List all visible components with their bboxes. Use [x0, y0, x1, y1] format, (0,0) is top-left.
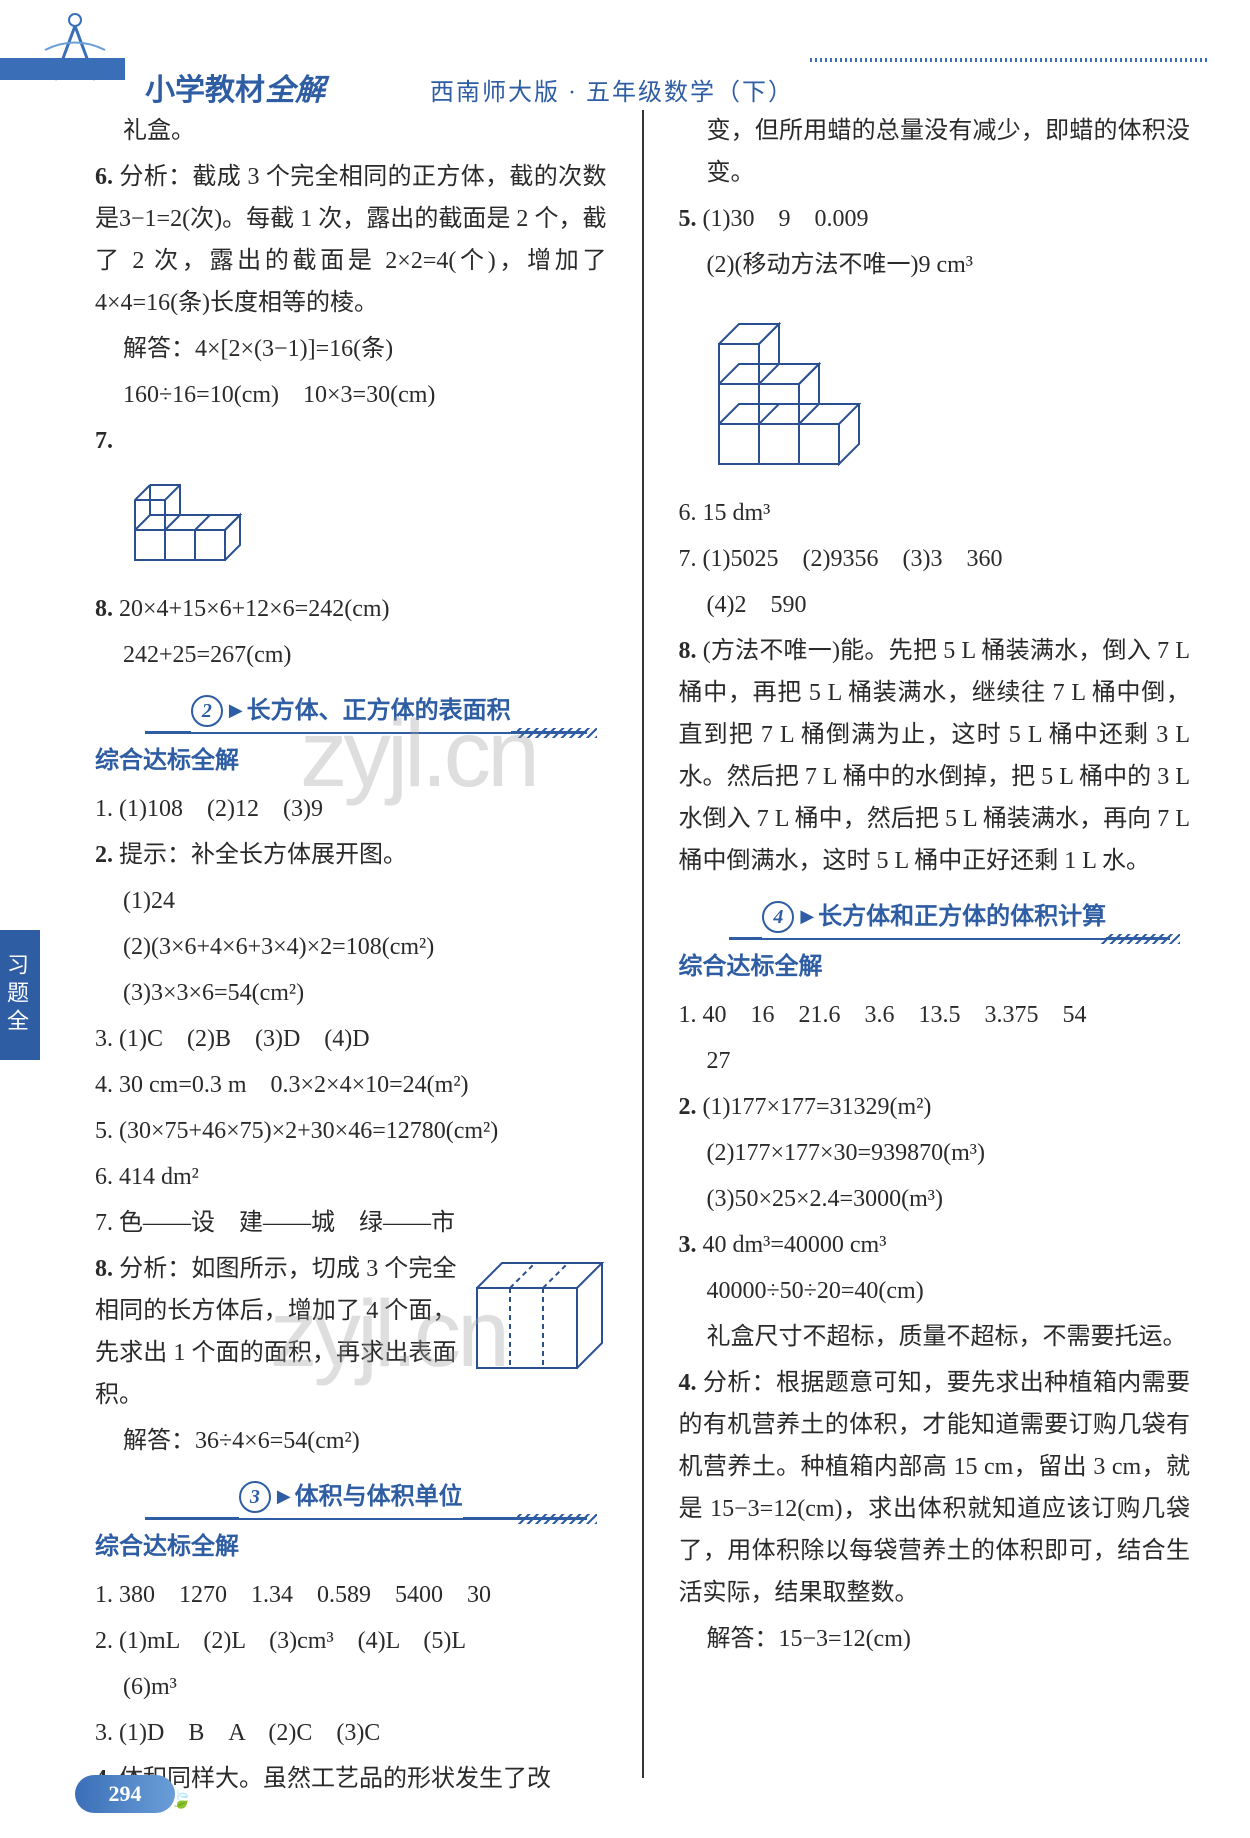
s2-p1: 1. (1)108 (2)12 (3)9 [95, 788, 607, 830]
s4-p3-l2: 40000÷50÷20=40(cm) [679, 1270, 1191, 1312]
left-column: 礼盒。 6. 分析：截成 3 个完全相同的正方体，截的次数是3−1=2(次)。每… [95, 110, 607, 1778]
subsection-title: 综合达标全解 [95, 740, 607, 782]
s2-p4: 4. 30 cm=0.3 m 0.3×2×4×10=24(m²) [95, 1064, 607, 1106]
problem-text: 提示：补全长方体展开图。 [119, 842, 407, 868]
s4-p1-l2: 27 [679, 1040, 1191, 1082]
problem-num: 8. [95, 1256, 113, 1282]
problem-num: 3. [679, 1232, 697, 1258]
section-2-header: 2 ▶ 长方体、正方体的表面积 [95, 690, 607, 732]
section-title: 长方体、正方体的表面积 [247, 690, 511, 732]
problem-num: 8. [95, 596, 113, 622]
page-number: 294 [75, 1775, 175, 1813]
s3-p1: 1. 380 1270 1.34 0.589 5400 30 [95, 1574, 607, 1616]
section-hatch [1100, 934, 1180, 944]
r-p6: 6. 15 dm³ [679, 492, 1191, 534]
problem-7: 7. [95, 420, 607, 462]
problem-text: 40 dm³=40000 cm³ [703, 1232, 887, 1258]
problem-6-ans1: 解答：4×[2×(3−1)]=16(条) [95, 328, 607, 370]
section-hatch [517, 728, 597, 738]
s4-p2-2: (2)177×177×30=939870(m³) [679, 1132, 1191, 1174]
s4-p3-l3: 礼盒尺寸不超标，质量不超标，不需要托运。 [679, 1316, 1191, 1358]
book-title-accent: 全解 [265, 74, 325, 107]
section-3-header: 3 ▶ 体积与体积单位 [95, 1476, 607, 1518]
page-header: 小学教材全解 西南师大版 · 五年级数学（下） [0, 0, 1250, 100]
s3-p2-l1: 2. (1)mL (2)L (3)cm³ (4)L (5)L [95, 1620, 607, 1662]
s4-p3: 3. 40 dm³=40000 cm³ [679, 1224, 1191, 1266]
r-p8: 8. (方法不唯一)能。先把 5 L 桶装满水，倒入 7 L 桶中，再把 5 L… [679, 630, 1191, 882]
s4-p4: 4. 分析：根据题意可知，要先求出种植箱内需要的有机营养土的体积，才能知道需要订… [679, 1362, 1191, 1614]
subsection-title: 综合达标全解 [95, 1526, 607, 1568]
s3-p2-l2: (6)m³ [95, 1666, 607, 1708]
section-title: 长方体和正方体的体积计算 [818, 896, 1106, 938]
cuboid-cut-icon [467, 1248, 607, 1378]
subsection-title: 综合达标全解 [679, 946, 1191, 988]
problem-num: 4. [679, 1370, 697, 1396]
problem-num: 2. [95, 842, 113, 868]
problem-text: (方法不唯一)能。先把 5 L 桶装满水，倒入 7 L 桶中，再把 5 L 桶装… [679, 638, 1191, 874]
right-column: 变，但所用蜡的总量没有减少，即蜡的体积没变。 5. (1)30 9 0.009 … [679, 110, 1191, 1778]
book-title: 小学教材全解 [145, 65, 325, 109]
problem-text: 分析：如图所示，切成 3 个完全相同的长方体后，增加了 4 个面，先求出 1 个… [95, 1256, 457, 1408]
s4-p1-l1: 1. 40 16 21.6 3.6 13.5 3.375 54 [679, 994, 1191, 1036]
section-arrow-icon: ▶ [229, 695, 243, 727]
problem-text: 分析：截成 3 个完全相同的正方体，截的次数是3−1=2(次)。每截 1 次，露… [95, 164, 607, 316]
problem-text: 20×4+15×6+12×6=242(cm) [119, 596, 390, 622]
s2-p2-3: (3)3×3×6=54(cm²) [95, 972, 607, 1014]
r-p5-l2: (2)(移动方法不唯一)9 cm³ [679, 244, 1191, 286]
s4-p2: 2. (1)177×177=31329(m²) [679, 1086, 1191, 1128]
s2-p2: 2. 提示：补全长方体展开图。 [95, 834, 607, 876]
problem-6: 6. 分析：截成 3 个完全相同的正方体，截的次数是3−1=2(次)。每截 1 … [95, 156, 607, 324]
side-tab: 习题全解 [0, 930, 40, 1060]
r-p7-l1: 7. (1)5025 (2)9356 (3)3 360 [679, 538, 1191, 580]
section-arrow-icon: ▶ [277, 1481, 291, 1513]
s2-p5: 5. (30×75+46×75)×2+30×46=12780(cm²) [95, 1110, 607, 1152]
problem-num: 2. [679, 1094, 697, 1120]
s4-p4-ans: 解答：15−3=12(cm) [679, 1618, 1191, 1660]
stacked-cubes-icon [709, 294, 889, 474]
problem-8-line2: 242+25=267(cm) [95, 634, 607, 676]
section-4-header: 4 ▶ 长方体和正方体的体积计算 [679, 896, 1191, 938]
continuation: 变，但所用蜡的总量没有减少，即蜡的体积没变。 [679, 110, 1191, 194]
s2-p3: 3. (1)C (2)B (3)D (4)D [95, 1018, 607, 1060]
header-stripe-right [810, 58, 1210, 62]
cube-diagram-icon [125, 470, 275, 570]
s2-p2-1: (1)24 [95, 880, 607, 922]
intro-text: 礼盒。 [95, 110, 607, 152]
problem-text: (1)30 9 0.009 [703, 206, 869, 232]
problem-text: (1)177×177=31329(m²) [703, 1094, 932, 1120]
problem-num: 6. [95, 164, 113, 190]
s3-p3: 3. (1)D B A (2)C (3)C [95, 1712, 607, 1754]
section-num: 4 [762, 901, 794, 933]
section-num: 2 [191, 695, 223, 727]
s2-p6: 6. 414 dm² [95, 1156, 607, 1198]
r-p5: 5. (1)30 9 0.009 [679, 198, 1191, 240]
problem-num: 7. [95, 428, 113, 454]
problem-num: 8. [679, 638, 697, 664]
section-hatch [517, 1514, 597, 1524]
problem-text: 分析：根据题意可知，要先求出种植箱内需要的有机营养土的体积，才能知道需要订购几袋… [679, 1370, 1191, 1606]
book-title-prefix: 小学教材 [145, 74, 265, 107]
r-p7-l2: (4)2 590 [679, 584, 1191, 626]
section-arrow-icon: ▶ [800, 901, 814, 933]
section-num: 3 [239, 1481, 271, 1513]
s4-p2-3: (3)50×25×2.4=3000(m³) [679, 1178, 1191, 1220]
s2-p8-ans: 解答：36÷4×6=54(cm²) [95, 1420, 607, 1462]
problem-num: 5. [679, 206, 697, 232]
content-wrapper: 礼盒。 6. 分析：截成 3 个完全相同的正方体，截的次数是3−1=2(次)。每… [95, 110, 1190, 1778]
section-title: 体积与体积单位 [295, 1476, 463, 1518]
problem-6-ans2: 160÷16=10(cm) 10×3=30(cm) [95, 374, 607, 416]
s2-p2-2: (2)(3×6+4×6+3×4)×2=108(cm²) [95, 926, 607, 968]
book-subtitle: 西南师大版 · 五年级数学（下） [430, 72, 794, 107]
leaf-icon: 🍃 [170, 1789, 192, 1810]
problem-8: 8. 20×4+15×6+12×6=242(cm) [95, 588, 607, 630]
s2-p7: 7. 色——设 建——城 绿——市 [95, 1202, 607, 1244]
s2-p8: 8. 分析：如图所示，切成 3 个完全相同的长方体后，增加了 4 个面，先求出 … [95, 1248, 607, 1416]
column-divider [642, 110, 644, 1778]
